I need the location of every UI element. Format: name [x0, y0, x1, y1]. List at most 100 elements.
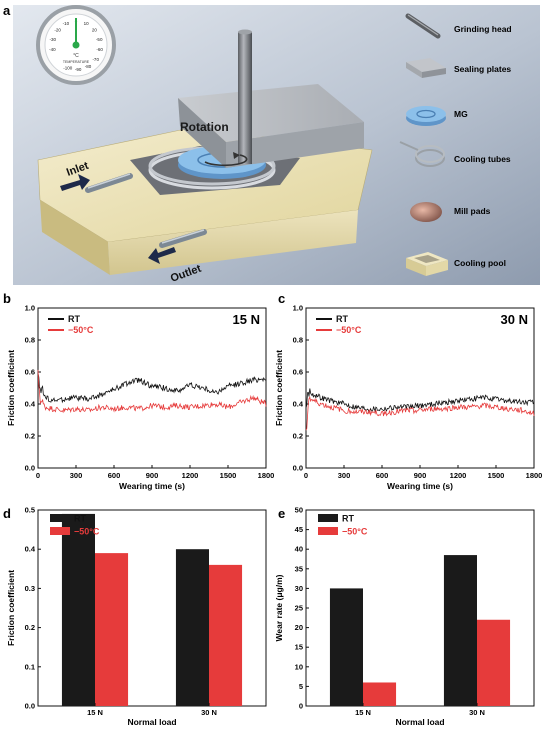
inlet-arrow-icon: [60, 174, 90, 191]
x-axis-title: Normal load: [127, 717, 176, 727]
bar: [477, 619, 511, 706]
y-tick-label: 0.0: [25, 464, 35, 473]
legend-label: −50°C: [74, 527, 100, 537]
bar: [61, 513, 95, 706]
legend-label-mill-pads: Mill pads: [454, 206, 491, 216]
thermometer-tick-label: -30: [50, 37, 57, 42]
x-tick-label: 30 N: [469, 708, 485, 717]
legend-icon-grinding-head: [405, 13, 441, 39]
bar: [95, 553, 129, 706]
x-tick-label: 1800: [526, 471, 543, 480]
panel-label-c: c: [278, 291, 285, 306]
y-tick-label: 0.0: [293, 464, 303, 473]
thermometer-tick-label: -100: [63, 66, 73, 71]
legend-label: RT: [74, 514, 86, 524]
x-axis-title: Wearing time (s): [387, 481, 453, 491]
y-tick-label: 0.6: [25, 368, 35, 377]
inlet-tube: [85, 173, 133, 193]
legend-swatch: [50, 527, 70, 535]
plot-frame: [37, 509, 267, 707]
x-tick-label: 1800: [258, 471, 275, 480]
legend-label-sealing-plates: Sealing plates: [454, 64, 511, 74]
thermometer-tick-label: -80: [85, 64, 92, 69]
bar: [329, 588, 363, 706]
x-tick-label: 15 N: [87, 708, 103, 717]
y-tick-label: 0.5: [25, 506, 35, 515]
legend-icon-sealing-plate: [406, 58, 446, 78]
x-tick-label: 1500: [488, 471, 505, 480]
y-tick-label: 0.4: [293, 400, 304, 409]
y-tick-label: 1.0: [293, 304, 303, 313]
rotation-arrow-icon: [204, 154, 248, 167]
x-tick-label: 600: [108, 471, 121, 480]
y-tick-label: 0.0: [25, 702, 35, 711]
grinding-rod: [238, 32, 252, 164]
bar: [209, 564, 243, 706]
thermometer-tick-label: -40: [49, 47, 56, 52]
x-tick-label: 900: [414, 471, 427, 480]
outlet-arrow-icon: [148, 247, 176, 264]
panel-label-a: a: [3, 3, 11, 18]
legend-swatch: [318, 527, 338, 535]
y-tick-label: 50: [295, 506, 303, 515]
y-tick-label: 5: [299, 682, 303, 691]
y-axis-title: Wear rate (μg/m): [274, 574, 284, 641]
y-tick-label: 10: [295, 662, 303, 671]
y-tick-label: 0.4: [25, 400, 36, 409]
x-tick-label: 300: [70, 471, 83, 480]
legend-icon-cooling-tube: [399, 141, 445, 167]
y-tick-label: 35: [295, 564, 303, 573]
y-tick-label: 0.4: [25, 545, 36, 554]
legend-icon-cooling-pool: [406, 252, 448, 276]
x-tick-label: 30 N: [201, 708, 217, 717]
y-axis-title: Friction coefficient: [6, 350, 16, 426]
x-tick-label: 300: [338, 471, 351, 480]
x-tick-label: 0: [36, 471, 40, 480]
load-label: 30 N: [501, 312, 528, 327]
thermometer-tick-label: -70: [92, 57, 99, 62]
load-label: 15 N: [233, 312, 260, 327]
legend-label-cooling-pool: Cooling pool: [454, 258, 506, 268]
legend-swatch: [318, 514, 338, 522]
sealing-plate: [178, 84, 364, 168]
x-tick-label: 900: [146, 471, 159, 480]
x-tick-label: 1200: [450, 471, 467, 480]
legend-label: −50°C: [68, 325, 94, 335]
y-tick-label: 20: [295, 623, 303, 632]
friction-time-chart-30n: 0.0 0.2 0.4 0.6 0.8 1.0 0 300 600 900 1200 1500 1800…: [274, 304, 542, 492]
y-tick-label: 0.3: [25, 584, 35, 593]
legend-label: RT: [68, 314, 80, 324]
legend-label-cooling-tubes: Cooling tubes: [454, 154, 511, 164]
y-tick-label: 0.2: [25, 623, 35, 632]
thermometer-tick-label: 10: [84, 21, 90, 26]
panel-label-d: d: [3, 506, 11, 521]
rotation-label: Rotation: [180, 120, 229, 134]
x-tick-label: 0: [304, 471, 308, 480]
legend-label-grinding-head: Grinding head: [454, 24, 512, 34]
x-tick-label: 1500: [220, 471, 237, 480]
legend-label: −50°C: [342, 527, 368, 537]
y-tick-label: 0.1: [25, 662, 35, 671]
thermometer-tick-label: -10: [63, 21, 70, 26]
x-tick-label: 15 N: [355, 708, 371, 717]
y-tick-label: 0.8: [293, 336, 303, 345]
thermometer-tick-label: 20: [92, 28, 98, 33]
panel-label-e: e: [278, 506, 285, 521]
y-tick-label: 30: [295, 584, 303, 593]
y-axis-title: Friction coefficient: [6, 570, 16, 646]
thermometer-tick-label: -90: [75, 67, 82, 72]
series-line: [305, 395, 535, 431]
y-tick-label: 0.6: [293, 368, 303, 377]
y-tick-label: 1.0: [25, 304, 35, 313]
y-tick-label: 0.2: [293, 432, 303, 441]
bar: [175, 549, 209, 706]
thermometer-tick-label: -20: [54, 28, 61, 33]
wear-rate-bar-chart: 0 5 10 15 20 25 30 35 40 45 50 15 N 30 N Normal load W…: [274, 506, 535, 727]
legend-icon-mill-pad: [410, 202, 442, 222]
schematic-panel: -40-30-20-1001020-50-60-70-80-90-100 °C …: [13, 5, 540, 285]
thermometer-icon: -40-30-20-1001020-50-60-70-80-90-100 °C …: [36, 5, 116, 85]
legend-label: −50°C: [336, 325, 362, 335]
y-axis-title: Friction coefficient: [274, 350, 284, 426]
y-tick-label: 0.2: [25, 432, 35, 441]
